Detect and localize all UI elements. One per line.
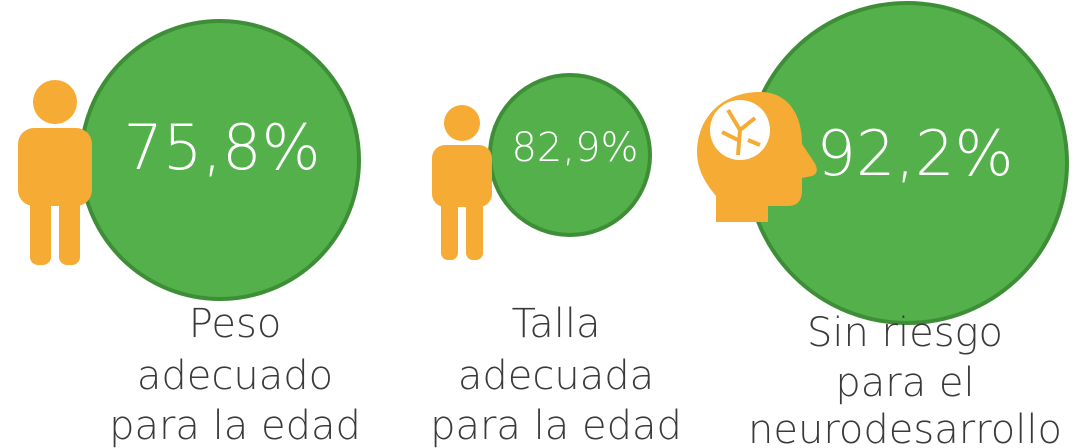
label-line: Sin riesgo [807, 310, 1003, 356]
label-line: para la edad [430, 403, 682, 448]
person-icon [432, 105, 492, 260]
label-line: para el [835, 360, 974, 406]
value: 92,2% [817, 117, 1014, 190]
label-line: adecuado [137, 353, 333, 399]
label-line: neurodesarrollo [748, 407, 1062, 448]
brain-head-icon [697, 92, 817, 222]
label-line: Peso [189, 301, 282, 347]
label-line: adecuada [458, 353, 654, 399]
value: 75,8% [124, 111, 321, 184]
person-icon [18, 80, 92, 265]
value: 82,9% [511, 125, 638, 171]
label-line: para la edad [109, 403, 361, 448]
label-line: Talla [511, 301, 600, 347]
